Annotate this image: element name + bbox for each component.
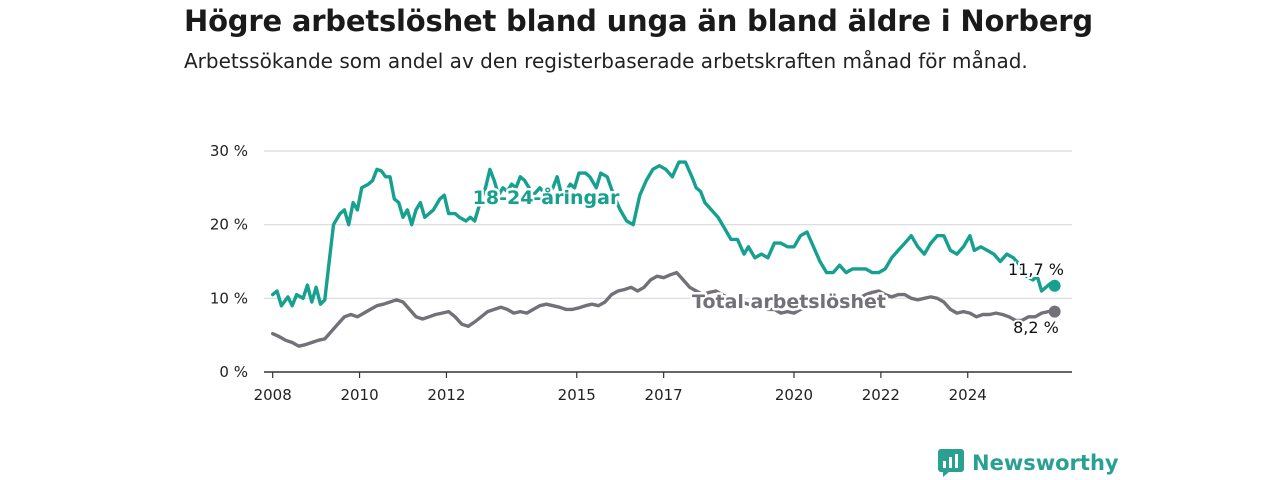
series-line-total	[271, 270, 1057, 348]
gridlines: 0 % 10 % 20 % 30 %	[210, 142, 1072, 381]
end-value-label-18-24: 11,7 %	[1008, 260, 1064, 279]
x-tick-label: 2017	[645, 386, 683, 404]
chart-subtitle: Arbetssökande som andel av den registerb…	[184, 49, 1028, 73]
series-label-total: Total arbetslöshet	[692, 291, 886, 313]
y-tick-label: 20 %	[210, 216, 248, 234]
end-value-label-total: 8,2 %	[1013, 318, 1059, 337]
x-tick-label: 2010	[340, 386, 378, 404]
series-label-18-24: 18-24-åringar	[473, 185, 620, 209]
series-line-18-24	[271, 160, 1057, 308]
series-line-18-24-end-point	[1048, 279, 1061, 292]
brand-name: Newsworthy	[972, 451, 1119, 475]
x-tick-label: 2012	[427, 386, 465, 404]
y-tick-label: 30 %	[210, 142, 248, 160]
y-tick-label: 10 %	[210, 289, 248, 307]
x-tick-label: 2008	[254, 386, 292, 404]
newsworthy-logo-icon	[938, 449, 964, 477]
series-labels: 18-24-åringar Total arbetslöshet 11,7 % 8,2…	[470, 183, 1066, 340]
x-tick-label: 2022	[862, 386, 900, 404]
chart-title: Högre arbetslöshet bland unga än bland ä…	[184, 4, 1093, 38]
y-tick-label: 0 %	[219, 363, 248, 381]
series-group	[271, 160, 1061, 348]
x-axis: 2008 2010 2012 2015 2017 2020 2022 2024	[254, 371, 1072, 404]
x-tick-label: 2024	[949, 386, 987, 404]
x-tick-label: 2020	[775, 386, 813, 404]
newsworthy-brand: Newsworthy	[938, 449, 1119, 477]
x-tick-label: 2015	[558, 386, 596, 404]
series-line-total-end-point	[1048, 305, 1061, 318]
